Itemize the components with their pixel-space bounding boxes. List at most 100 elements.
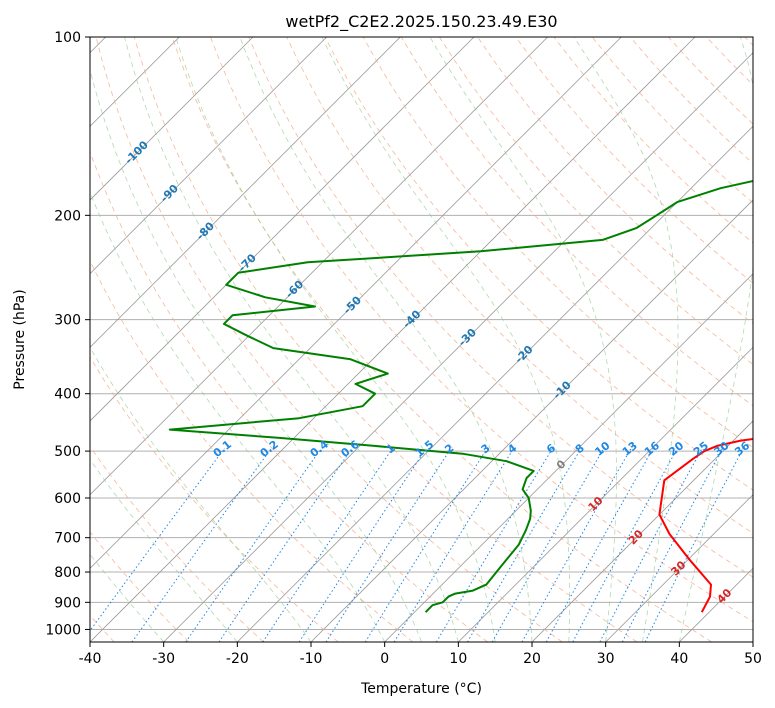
moist-adiabat-line (321, 37, 570, 642)
isotherm-line (605, 494, 753, 642)
mixing-ratio-label: 25 (691, 439, 711, 459)
dry-adiabat-line (133, 37, 638, 642)
moist-adiabat-line (90, 190, 386, 642)
mixing-ratio-line (491, 448, 605, 642)
line-labels: 0.1 0.2 0.4 0.6 1 1.5 2 3 4 6 8 10 13 16 20 25 30 36-100-… (122, 138, 752, 606)
dry-adiabat-line (439, 37, 753, 365)
mixing-ratio-line (131, 448, 272, 642)
isotherm-line (163, 52, 753, 642)
y-axis-title: Pressure (hPa) (12, 289, 28, 389)
background-lines (90, 37, 753, 642)
isotherm-line (384, 273, 753, 642)
dry-adiabat-line (477, 37, 753, 325)
dry-adiabat-line (90, 356, 339, 642)
mixing-ratio-label: 1.5 (413, 438, 436, 460)
x-tick-label: -20 (226, 651, 249, 667)
mixing-ratio-line (185, 448, 322, 642)
mixing-ratio-line (393, 448, 515, 642)
mixing-ratio-label: 0.2 (258, 438, 281, 460)
dry-adiabat-line (668, 37, 753, 125)
isotherm-label: -50 (341, 293, 364, 316)
isotherm-label: 10 (586, 494, 606, 514)
mixing-ratio-label: 13 (620, 439, 640, 459)
y-tick-label: 400 (54, 387, 81, 403)
sounding-lines (168, 179, 753, 613)
moist-adiabat-line (175, 37, 496, 642)
isotherm-label: -80 (194, 219, 217, 242)
mixing-ratio-line (298, 448, 427, 642)
dry-adiabat-line (171, 37, 712, 642)
x-tick-label: 50 (744, 651, 762, 667)
y-tick-label: 700 (54, 531, 81, 547)
dewpoint-profile-line (168, 179, 753, 613)
y-tick-label: 800 (54, 565, 81, 581)
mixing-ratio-line (218, 448, 353, 642)
mixing-ratio-line (262, 448, 393, 642)
mixing-ratio-line (435, 448, 553, 642)
isotherm-line (90, 37, 622, 569)
moist-adiabat-line (124, 37, 459, 642)
dry-adiabat-line (90, 445, 264, 642)
isotherm-line (310, 199, 753, 642)
mixing-ratio-label: 8 (573, 441, 587, 456)
y-tick-label: 500 (54, 444, 81, 460)
isotherm-line (458, 346, 753, 642)
isotherm-line (90, 37, 548, 496)
isotherm-label: 40 (714, 586, 734, 606)
y-tick-label: 600 (54, 491, 81, 507)
isotherm-label: -10 (551, 378, 574, 401)
moist-adiabat-line (429, 37, 617, 642)
isotherm-line (752, 641, 753, 642)
mixing-ratio-line (644, 448, 744, 642)
x-tick-label: 40 (670, 651, 688, 667)
mixing-ratio-label: 10 (592, 439, 612, 459)
dry-adiabat-line (286, 37, 753, 534)
isotherm-label: -100 (122, 138, 151, 167)
isotherm-line (90, 37, 696, 642)
mixing-ratio-line (364, 448, 488, 642)
isotherm-line (90, 37, 254, 201)
dry-adiabat-line (400, 37, 753, 407)
dry-adiabat-line (90, 260, 414, 642)
x-tick-label: 0 (380, 651, 389, 667)
moist-adiabat-line (90, 458, 238, 642)
temperature-profile-line (658, 438, 753, 613)
moist-adiabat-line (90, 346, 312, 642)
mixing-ratio-label: 20 (666, 439, 686, 459)
mixing-ratio-label: 6 (544, 441, 558, 456)
dry-adiabat-line (90, 531, 190, 642)
isotherm-label: 0 (554, 457, 569, 472)
dry-adiabat-line (744, 37, 753, 46)
x-axis-title: Temperature (°C) (360, 681, 482, 697)
mixing-ratio-line (467, 448, 582, 642)
dry-adiabat-line (248, 37, 753, 578)
x-tick-label: -10 (300, 651, 323, 667)
isotherm-line (679, 567, 753, 642)
mixing-ratio-line (599, 448, 703, 642)
mixing-ratio-label: 2 (442, 441, 456, 456)
dry-adiabat-line (706, 37, 753, 86)
chart-title: wetPf2_C2E2.2025.150.23.49.E30 (285, 12, 557, 32)
mixing-ratio-label: 0.6 (338, 438, 362, 460)
isotherm-label: -20 (512, 343, 535, 366)
mixing-ratio-line (90, 448, 225, 632)
plot-frame (89, 36, 754, 643)
mixing-ratio-line (621, 448, 723, 642)
y-tick-label: 300 (54, 313, 81, 329)
y-tick-label: 200 (54, 208, 81, 224)
isotherm-label: -60 (283, 277, 306, 300)
x-tick-label: -30 (152, 651, 175, 667)
y-tick-label: 100 (54, 30, 81, 46)
mixing-ratio-line (572, 448, 678, 642)
axes: -40 -30 -20 -10 0 10 20 30 40 5010020030040050060… (45, 30, 762, 667)
dry-adiabat-line (95, 37, 563, 642)
isotherm-line (90, 37, 401, 348)
isotherm-label: -30 (456, 326, 479, 349)
isotherm-label: 30 (669, 558, 689, 578)
isotherm-line (237, 125, 753, 642)
moist-adiabat-line (573, 37, 679, 642)
x-tick-label: 20 (523, 651, 541, 667)
mixing-ratio-label: 4 (505, 441, 519, 456)
mixing-ratio-label: 0.1 (211, 438, 234, 460)
